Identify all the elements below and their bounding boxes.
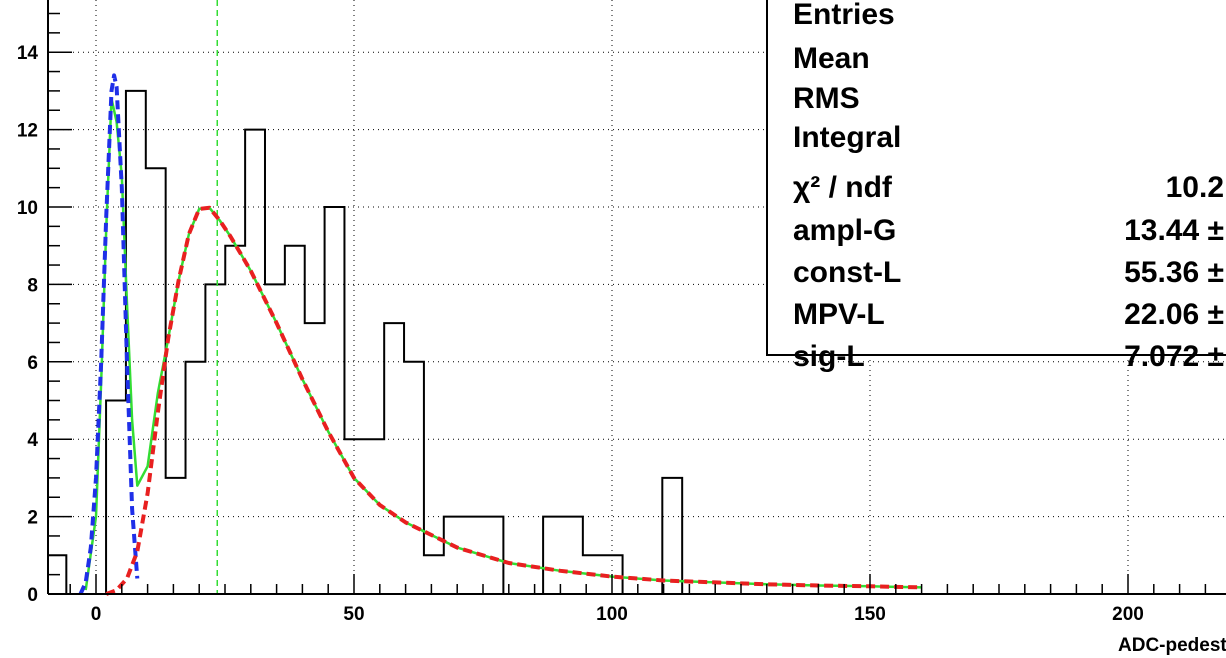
y-tick-label: 10 (17, 198, 38, 219)
stat-name: χ² / ndf (793, 171, 893, 204)
stat-name: Entries (793, 0, 895, 31)
y-tick-label: 0 (27, 585, 38, 606)
dashed-fit-curve-1 (78, 73, 140, 595)
stat-name: Mean (793, 42, 870, 75)
stat-name: const-L (793, 256, 901, 289)
stat-value: 55.36 ± (1124, 256, 1224, 289)
y-tick-label: 2 (27, 508, 38, 529)
x-tick-label: 0 (91, 604, 102, 625)
stat-value: 13.44 ± (1124, 214, 1224, 247)
y-tick-label: 14 (17, 43, 39, 64)
x-axis-label: ADC-pedestal (1118, 635, 1226, 656)
x-tick-label: 100 (596, 604, 628, 625)
y-tick-label: 8 (27, 275, 38, 296)
dashed-fit-curve-2 (105, 205, 922, 596)
stats-box-frame (766, 0, 1226, 356)
stat-value: 10.2 (1166, 171, 1224, 204)
x-tick-label: 50 (343, 604, 364, 625)
stat-name: MPV-L (793, 298, 885, 331)
stats-box: Entries Mean RMS Integral χ² / ndf 10.2 ampl-G… (766, 0, 1226, 373)
axes: 0 2 4 6 8 10 12 14 0 50 100 150 200 (17, 0, 1226, 625)
x-tick-label: 150 (854, 604, 886, 625)
x-tick-label: 200 (1112, 604, 1144, 625)
histogram-outline (48, 89, 703, 595)
y-tick-label: 6 (27, 353, 38, 374)
stat-name: RMS (793, 82, 860, 115)
y-tick-label: 12 (17, 121, 38, 142)
stat-name: sig-L (793, 340, 865, 373)
histogram-bins (48, 89, 703, 595)
stat-name: ampl-G (793, 214, 896, 247)
stat-name: Integral (793, 121, 901, 154)
y-tick-label: 4 (27, 430, 38, 451)
stat-value: 7.072 ± (1124, 340, 1224, 373)
stat-value: 22.06 ± (1124, 298, 1224, 331)
